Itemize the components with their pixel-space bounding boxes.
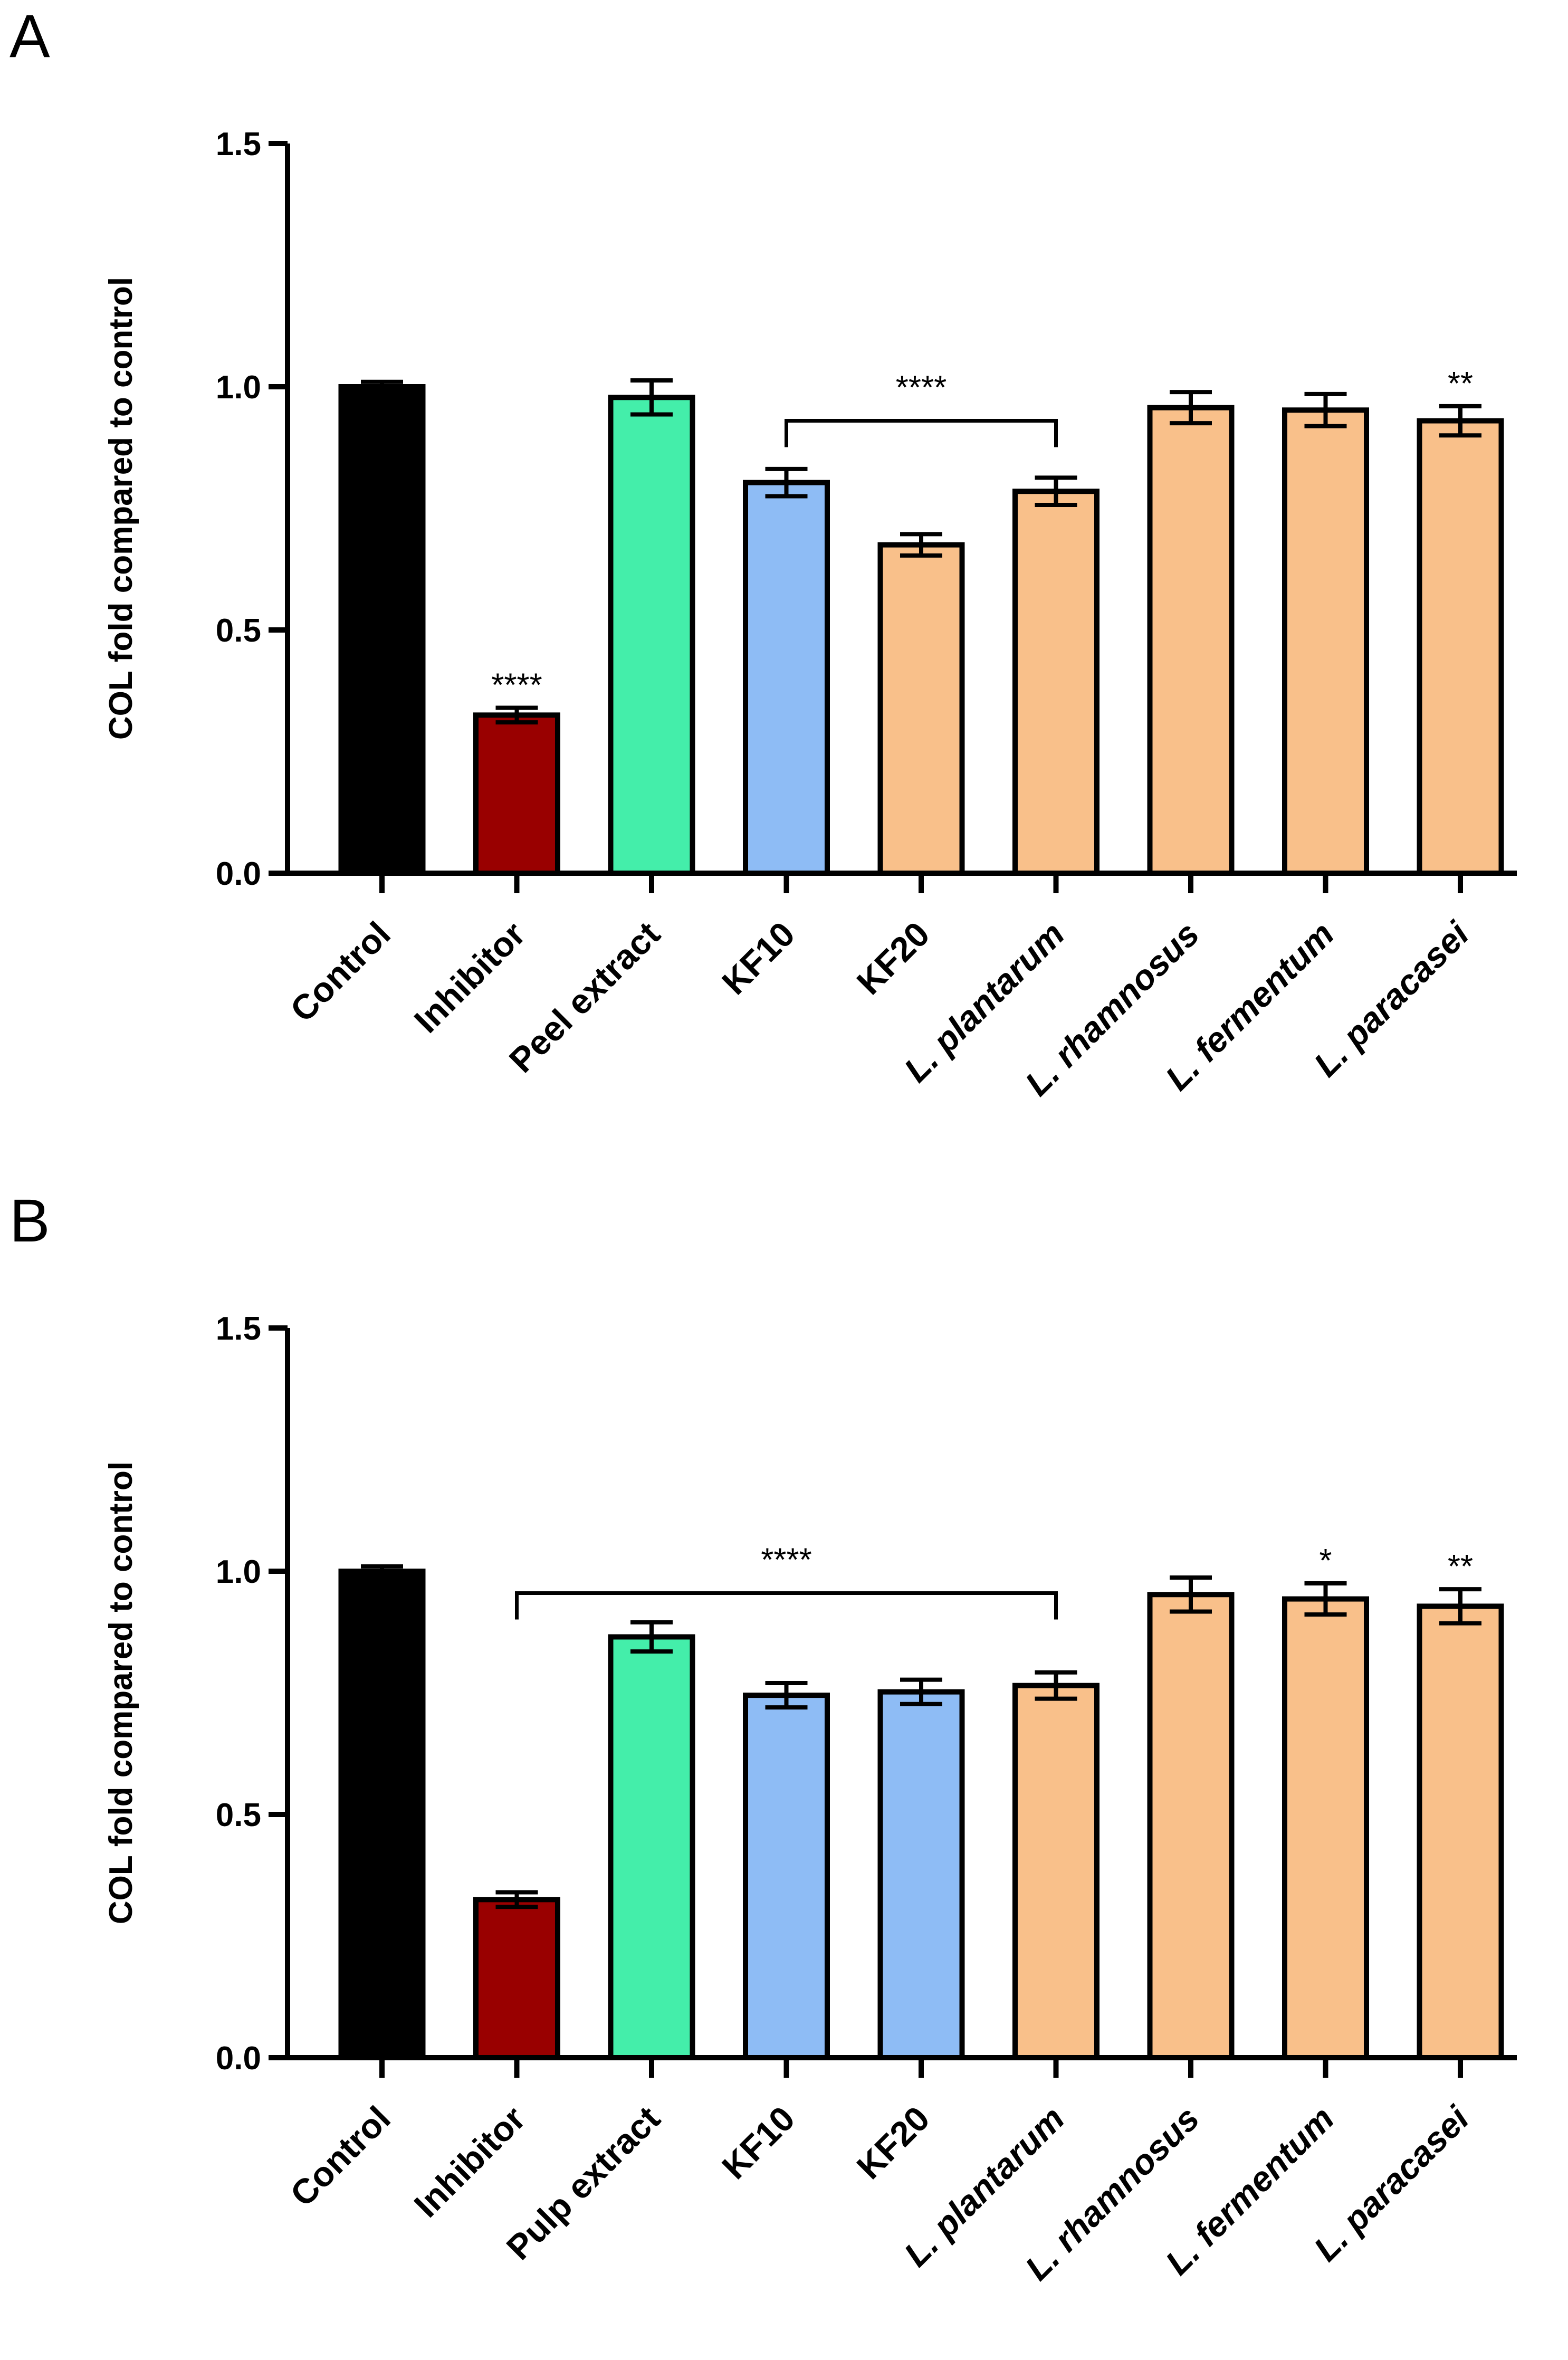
panel-b-chart: B COL fold compared to control 0.0 0.5 1.0 1.…: [9, 1187, 1517, 2288]
y-axis-label: COL fold compared to control: [103, 1461, 139, 1924]
bar: [338, 384, 426, 876]
x-category-label: Inhibitor: [406, 914, 532, 1040]
bar: [1012, 1683, 1099, 2060]
x-category-label: Control: [283, 2099, 398, 2214]
bar: [877, 1689, 965, 2060]
y-tick-label: 1.0: [216, 1554, 261, 1590]
bar: [1012, 489, 1099, 876]
y-tick-label: 1.0: [216, 369, 261, 406]
y-tick-label: 0.5: [216, 613, 261, 649]
x-category-label: KF10: [714, 914, 802, 1002]
bar: [1147, 1592, 1235, 2060]
panel-letter: B: [9, 1187, 50, 1255]
y-axis-label: COL fold compared to control: [103, 277, 139, 740]
bracket-significance-label: ****: [761, 1542, 812, 1578]
bar: [608, 395, 695, 876]
significance-label: *: [1319, 1543, 1332, 1579]
bar: [1417, 418, 1504, 876]
x-category-label: Control: [283, 914, 398, 1029]
bar: [743, 1693, 830, 2060]
significance-label: **: [1448, 1549, 1473, 1585]
y-tick-label: 0.0: [216, 856, 261, 892]
significance-bracket: [515, 1591, 1058, 1620]
bar: [743, 480, 830, 876]
significance-label: ****: [491, 667, 542, 704]
bracket-significance-label: ****: [896, 370, 947, 406]
significance-label: **: [1448, 366, 1473, 402]
panel-a-chart: A COL fold compared to control 0.0 0.5 1.0 1.…: [9, 3, 1517, 1103]
significance-bracket: [785, 419, 1058, 447]
x-category-label: Inhibitor: [406, 2099, 532, 2225]
y-tick-label: 1.5: [216, 1311, 261, 1347]
bar: [608, 1634, 695, 2060]
bar: [1282, 1596, 1369, 2060]
bar: [1417, 1603, 1504, 2060]
x-category-label: KF20: [849, 914, 936, 1002]
bar: [338, 1569, 426, 2060]
y-tick-label: 0.0: [216, 2040, 261, 2077]
panel-letter: A: [9, 3, 50, 70]
bar: [1282, 407, 1369, 876]
y-tick-label: 1.5: [216, 126, 261, 163]
bar: [473, 1897, 560, 2060]
y-tick-label: 0.5: [216, 1797, 261, 1833]
bar: [1147, 405, 1235, 876]
x-category-label: KF10: [714, 2099, 802, 2186]
bar: [877, 542, 965, 876]
bar: [473, 712, 560, 876]
x-category-label: KF20: [849, 2099, 936, 2186]
